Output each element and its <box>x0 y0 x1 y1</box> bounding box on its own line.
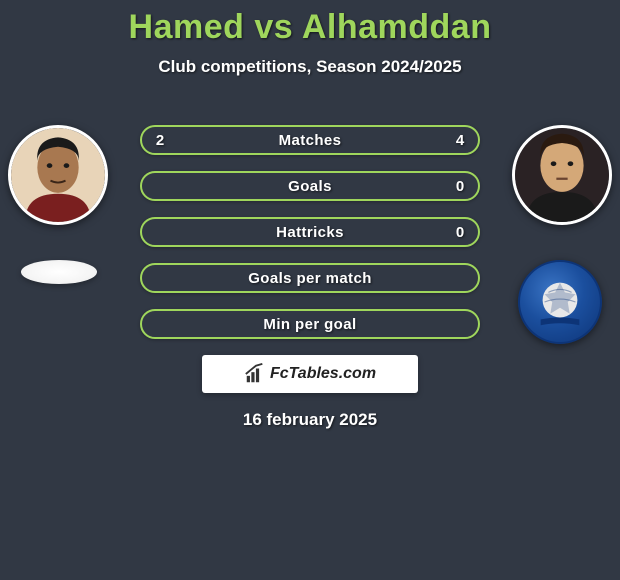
stat-value-right: 4 <box>442 132 478 149</box>
comparison-card: Hamed vs Alhamddan Club competitions, Se… <box>0 0 620 580</box>
chart-icon <box>244 363 266 385</box>
stat-value-left: 2 <box>142 132 178 149</box>
page-title: Hamed vs Alhamddan <box>0 0 620 47</box>
stat-row: Min per goal <box>140 309 480 339</box>
stat-label: Min per goal <box>178 316 442 333</box>
club-right-badge <box>518 260 602 344</box>
stat-label: Hattricks <box>178 224 442 241</box>
stat-label: Matches <box>178 132 442 149</box>
player-right-face <box>515 128 609 222</box>
player-left-avatar <box>8 125 108 225</box>
club-right-logo <box>531 273 589 331</box>
subtitle: Club competitions, Season 2024/2025 <box>0 57 620 77</box>
watermark-text: FcTables.com <box>270 365 376 383</box>
stats-table: 2Matches4Goals0Hattricks0Goals per match… <box>140 125 480 355</box>
club-left-badge <box>21 260 97 284</box>
stat-row: Goals per match <box>140 263 480 293</box>
stat-row: 2Matches4 <box>140 125 480 155</box>
player-left-face <box>11 128 105 222</box>
stat-label: Goals <box>178 178 442 195</box>
stat-row: Hattricks0 <box>140 217 480 247</box>
stat-value-right: 0 <box>442 224 478 241</box>
stat-label: Goals per match <box>178 270 442 287</box>
stat-row: Goals0 <box>140 171 480 201</box>
watermark: FcTables.com <box>202 355 418 393</box>
date-label: 16 february 2025 <box>0 410 620 430</box>
stat-value-right: 0 <box>442 178 478 195</box>
player-right-avatar <box>512 125 612 225</box>
